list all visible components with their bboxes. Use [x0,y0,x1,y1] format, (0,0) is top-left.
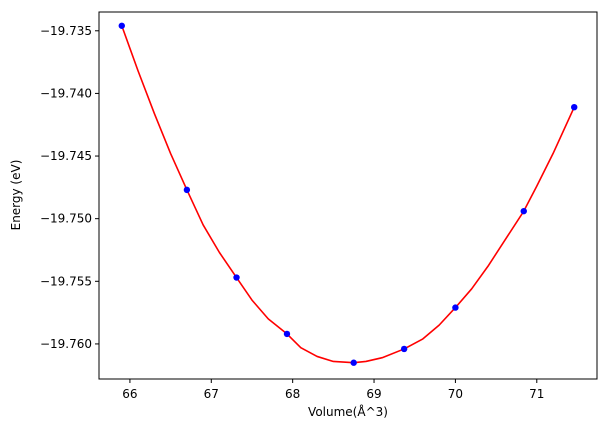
y-tick-label: −19.760 [40,337,92,351]
data-point [520,207,527,215]
x-tick-label: 69 [366,387,381,401]
data-point [118,22,125,29]
x-axis-title: Volume(Å^3) [308,404,388,419]
y-tick-label: −19.750 [40,212,92,226]
fit-curve-layer [121,25,575,364]
x-tick-label: 67 [204,387,219,401]
x-tick-label: 66 [122,387,137,401]
data-point [283,330,291,338]
x-tick-label: 70 [448,387,463,401]
data-point [400,345,408,353]
data-point [183,186,191,194]
x-tick-label: 68 [285,387,300,401]
x-tick-label: 71 [529,387,544,401]
y-tick-label: −19.735 [40,24,92,38]
y-tick-label: −19.740 [40,86,92,100]
y-tick-label: −19.745 [40,149,92,163]
plot-frame [98,11,598,380]
x-axis: 66 67 68 69 70 71 [122,379,544,401]
y-tick-label: −19.755 [40,274,92,288]
data-points-layer [118,22,578,366]
data-point [571,103,578,111]
data-point [350,359,357,366]
data-point [233,274,240,281]
y-axis: −19.760 −19.755 −19.750 −19.745 −19.740 −19.7… [40,24,99,351]
plot-background [99,12,597,379]
fit-curve-line [121,25,575,364]
data-point [452,304,459,311]
y-axis-title: Energy (eV) [9,160,23,231]
